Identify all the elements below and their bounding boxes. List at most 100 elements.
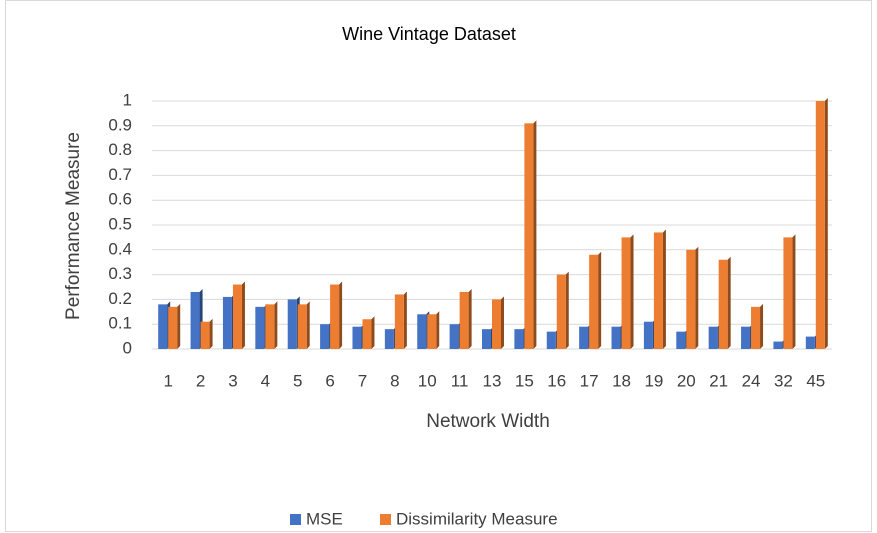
bar [459, 288, 472, 349]
bar [427, 311, 440, 349]
bar-face [449, 324, 459, 349]
bar-face [297, 304, 307, 349]
x-tick-label: 3 [228, 371, 237, 390]
bar [394, 291, 407, 349]
bar-side [695, 246, 699, 349]
y-tick-label: 0.1 [108, 314, 132, 333]
x-tick-label: 19 [644, 371, 663, 390]
y-tick-label: 0.8 [108, 140, 132, 159]
bar [232, 281, 245, 349]
bar-face [514, 329, 524, 349]
bar-side [403, 291, 407, 349]
bar [783, 234, 796, 349]
bar-face [524, 123, 534, 349]
bar [686, 246, 699, 349]
y-tick-label: 0.5 [108, 214, 132, 233]
bar-side [824, 98, 828, 349]
x-tick-label: 1 [163, 371, 172, 390]
x-tick-label: 32 [774, 371, 793, 390]
bar-side [662, 229, 666, 349]
bar-face [676, 331, 686, 349]
bar-face [232, 284, 242, 349]
legend-label: Dissimilarity Measure [396, 509, 558, 528]
bar-side [630, 234, 634, 349]
bar-face [427, 314, 437, 349]
bar [653, 229, 666, 349]
y-tick-label: 0.4 [108, 239, 132, 258]
bar [168, 303, 181, 349]
bar [297, 301, 310, 349]
bar-face [320, 324, 330, 349]
x-tick-label: 6 [325, 371, 334, 390]
x-tick-label: 13 [483, 371, 502, 390]
bar [362, 316, 375, 349]
bar-face [805, 336, 815, 349]
bar-side [468, 288, 472, 349]
bar-side [436, 311, 440, 349]
bar-face [200, 321, 210, 349]
bar [589, 251, 602, 349]
bar-side [565, 271, 569, 349]
bar-face [686, 249, 696, 349]
bar-face [783, 237, 793, 349]
bar-face [352, 326, 362, 349]
bar-face [190, 291, 200, 349]
bar [621, 234, 634, 349]
bar-face [653, 232, 663, 349]
bar-face [708, 326, 718, 349]
bar-face [168, 306, 178, 349]
x-tick-label: 11 [451, 371, 469, 390]
bar-side [501, 296, 504, 349]
x-tick-label: 10 [418, 371, 437, 390]
legend-swatch [290, 514, 301, 525]
x-tick-label: 4 [261, 371, 270, 390]
bar-face [222, 296, 232, 349]
x-tick-label: 16 [547, 371, 566, 390]
bar [492, 296, 504, 349]
bar-face [482, 329, 491, 349]
bar-face [417, 314, 427, 349]
bar-face [492, 299, 501, 349]
legend-label: MSE [306, 509, 343, 528]
bar-face [773, 341, 783, 349]
chart-frame [5, 0, 872, 532]
bar-face [556, 274, 566, 349]
bar-side [760, 303, 764, 349]
bar [200, 318, 213, 349]
x-tick-label: 2 [196, 371, 205, 390]
bar [718, 256, 731, 349]
y-axis-label: Performance Measure [63, 132, 84, 320]
bar-face [815, 101, 825, 349]
x-tick-label: 8 [390, 371, 399, 390]
y-tick-label: 0.6 [108, 190, 132, 209]
y-tick-label: 0 [123, 338, 132, 357]
y-tick-label: 0.3 [108, 264, 132, 283]
bar-face [621, 237, 631, 349]
bar-face [589, 254, 599, 349]
bar [751, 303, 764, 349]
bar-side [241, 281, 245, 349]
bar [815, 98, 828, 349]
bar-side [533, 120, 537, 349]
bar-face [741, 326, 751, 349]
bar-face [611, 326, 621, 349]
bar-face [265, 304, 275, 349]
x-axis-label: Network Width [426, 411, 550, 432]
bar-face [718, 259, 728, 349]
bar-face [751, 306, 761, 349]
x-tick-label: 21 [709, 371, 728, 390]
bar-face [255, 306, 265, 349]
x-tick-label: 17 [580, 371, 599, 390]
y-tick-label: 1 [123, 90, 132, 109]
bar-face [579, 326, 589, 349]
x-tick-label: 5 [293, 371, 302, 390]
bar-side [727, 256, 731, 349]
y-tick-label: 0.7 [108, 165, 132, 184]
bar-side [371, 316, 375, 349]
x-tick-label: 15 [515, 371, 534, 390]
bar-side [598, 251, 602, 349]
x-tick-label: 7 [358, 371, 367, 390]
bar-face [362, 319, 372, 349]
